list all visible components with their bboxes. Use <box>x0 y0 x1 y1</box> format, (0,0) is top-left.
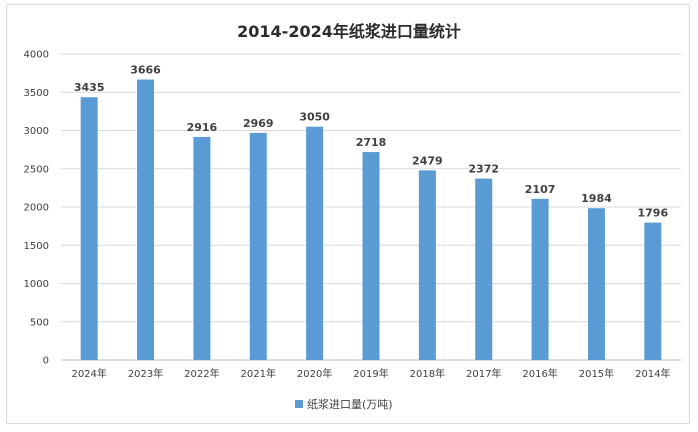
x-tick-label: 2015年 <box>579 367 614 380</box>
x-tick-label: 2024年 <box>71 367 106 380</box>
y-tick-label: 2500 <box>24 164 49 175</box>
bar <box>249 132 267 360</box>
y-tick-label: 1000 <box>24 279 49 290</box>
legend-swatch <box>295 400 303 408</box>
y-tick-label: 4000 <box>24 50 49 61</box>
data-label: 3435 <box>74 81 105 94</box>
y-tick-label: 3500 <box>24 88 49 99</box>
chart-title: 2014-2024年纸浆进口量统计 <box>237 22 461 41</box>
data-label: 2916 <box>187 121 218 134</box>
y-tick-label: 500 <box>30 317 49 328</box>
x-tick-label: 2014年 <box>635 367 670 380</box>
bar <box>418 170 436 360</box>
bar <box>475 178 493 360</box>
data-label: 1796 <box>638 207 669 220</box>
bars <box>80 79 662 361</box>
data-label: 2479 <box>412 154 443 167</box>
x-tick-label: 2017年 <box>466 367 501 380</box>
x-tick-label: 2023年 <box>128 367 163 380</box>
y-tick-label: 1500 <box>24 241 49 252</box>
x-tick-label: 2018年 <box>410 367 445 380</box>
y-axis-ticks: 0 500 1000 1500 2000 2500 3000 3500 4000 <box>24 50 49 367</box>
x-tick-label: 2019年 <box>353 367 388 380</box>
chart-frame: 2014-2024年纸浆进口量统计 0 500 1000 1500 2000 2500 30… <box>6 4 690 424</box>
bar <box>362 152 380 360</box>
data-label: 3666 <box>130 64 161 77</box>
data-label: 2718 <box>356 136 387 149</box>
legend-label: 纸浆进口量(万吨) <box>307 397 393 411</box>
bar <box>531 198 549 360</box>
x-tick-label: 2020年 <box>297 367 332 380</box>
data-labels: 3435 3666 2916 2969 3050 2718 2479 2372 2107 1984… <box>74 64 669 220</box>
bar <box>137 79 155 361</box>
bar-chart: 2014-2024年纸浆进口量统计 0 500 1000 1500 2000 2500 30… <box>24 22 681 411</box>
data-label: 2969 <box>243 117 274 130</box>
data-label: 2372 <box>468 163 499 176</box>
x-tick-label: 2016年 <box>522 367 557 380</box>
y-tick-label: 3000 <box>24 126 49 137</box>
data-label: 3050 <box>299 111 330 124</box>
bar <box>587 208 605 360</box>
x-axis-ticks: 2024年 2023年 2022年 2021年 2020年 2019年 2018年 2017年… <box>71 367 670 380</box>
legend: 纸浆进口量(万吨) <box>295 397 393 411</box>
x-tick-label: 2022年 <box>184 367 219 380</box>
y-tick-label: 0 <box>43 356 49 367</box>
bar <box>306 126 324 360</box>
x-tick-label: 2021年 <box>241 367 276 380</box>
bar <box>80 97 98 360</box>
bar <box>644 222 662 360</box>
y-tick-label: 2000 <box>24 203 49 214</box>
data-label: 2107 <box>525 183 556 196</box>
bar <box>193 136 211 360</box>
data-label: 1984 <box>581 192 612 205</box>
